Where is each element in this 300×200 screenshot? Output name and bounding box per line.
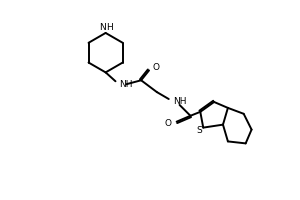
Text: H: H <box>106 23 113 32</box>
Text: NH: NH <box>173 97 186 106</box>
Text: O: O <box>153 63 160 72</box>
Text: NH: NH <box>119 80 133 89</box>
Text: O: O <box>165 119 172 128</box>
Text: N: N <box>99 23 106 32</box>
Text: S: S <box>196 126 202 135</box>
